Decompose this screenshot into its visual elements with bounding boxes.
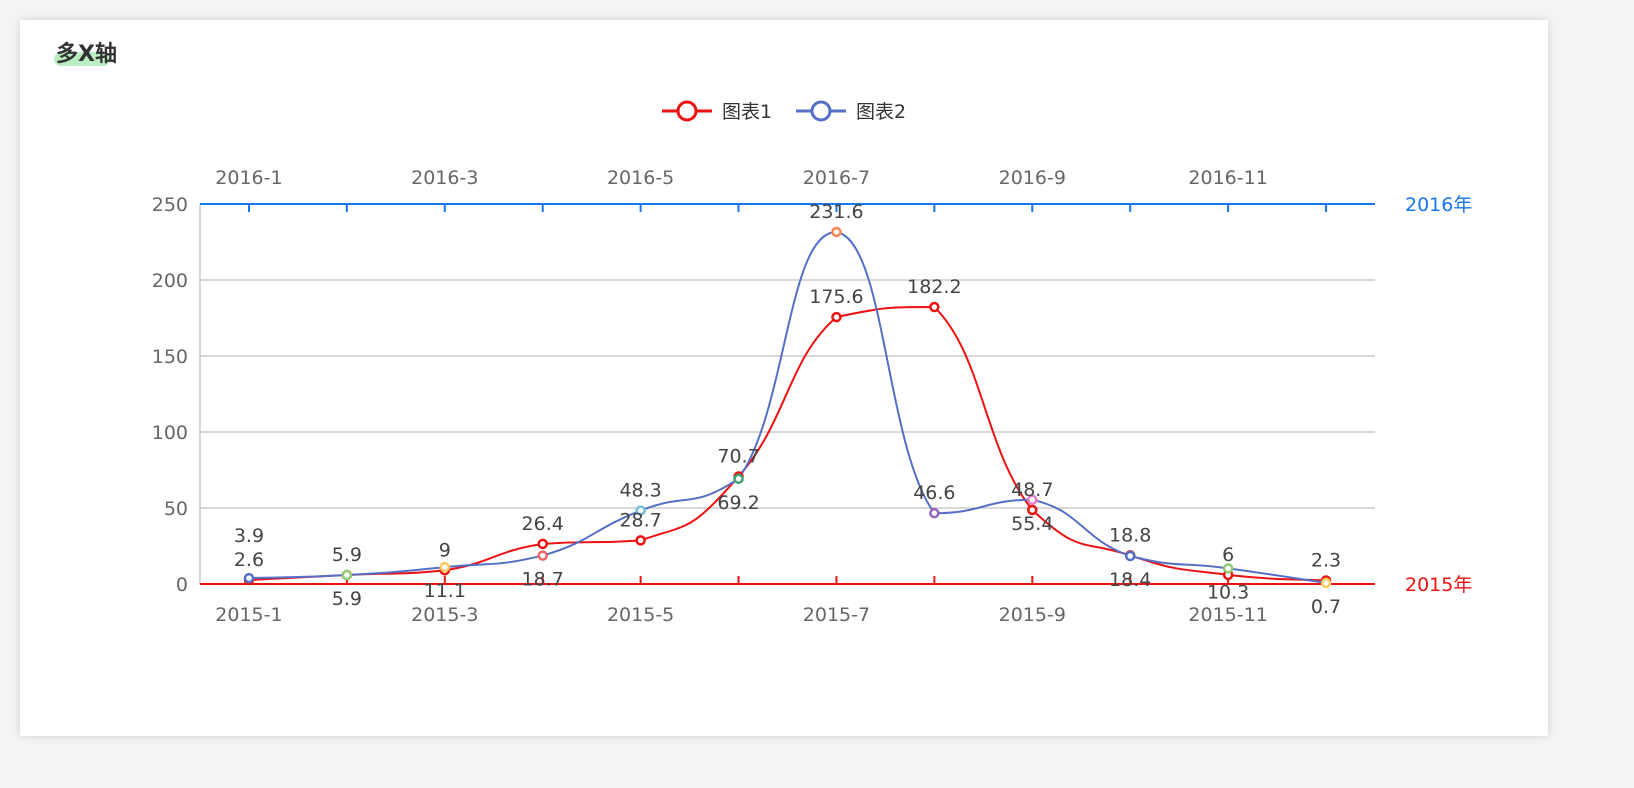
x-tick-label: 2015-7	[803, 604, 870, 626]
data-point	[1027, 504, 1038, 516]
data-point	[733, 473, 744, 485]
data-label: 2.6	[234, 549, 264, 571]
x-tick-label: 2015-9	[999, 604, 1066, 626]
x-tick-label: 2016-1	[215, 167, 282, 189]
data-point	[635, 505, 646, 516]
y-tick-label: 250	[152, 194, 188, 216]
data-label: 175.6	[809, 286, 863, 308]
data-label: 70.7	[717, 446, 759, 468]
data-label: 231.6	[809, 201, 863, 223]
data-label: 28.7	[619, 509, 661, 531]
data-point	[243, 572, 255, 584]
y-tick-label: 0	[176, 574, 188, 596]
data-point	[1320, 577, 1332, 589]
data-label: 55.4	[1011, 513, 1053, 535]
y-tick-label: 100	[152, 422, 188, 444]
data-label: 18.8	[1109, 524, 1151, 546]
data-point	[439, 561, 451, 573]
x-tick-label: 2015-3	[411, 604, 478, 626]
data-label: 182.2	[907, 276, 961, 298]
x-tick-label: 2016-7	[803, 167, 870, 189]
data-point	[1222, 563, 1234, 574]
data-point	[1124, 550, 1136, 562]
data-label: 18.4	[1109, 569, 1151, 591]
data-point	[537, 538, 548, 550]
data-label: 6	[1222, 544, 1234, 566]
x-tick-label: 2015-5	[607, 604, 674, 626]
data-label: 10.3	[1207, 581, 1249, 603]
data-label: 9	[439, 539, 451, 561]
data-point	[635, 535, 646, 546]
x-tick-label: 2016-9	[999, 167, 1066, 189]
title-highlight	[54, 52, 110, 66]
chart-card	[20, 20, 1548, 736]
top-x-axis-name: 2016年	[1405, 194, 1472, 216]
legend-icon	[676, 100, 698, 122]
y-tick-label: 200	[152, 270, 188, 292]
data-label: 5.9	[332, 544, 362, 566]
legend-label: 图表1	[722, 101, 772, 123]
data-label: 11.1	[424, 580, 466, 602]
series-line-1	[248, 306, 1327, 582]
data-label: 5.9	[332, 588, 362, 610]
x-tick-label: 2015-11	[1188, 604, 1267, 626]
data-label: 3.9	[234, 525, 264, 547]
data-label: 48.3	[619, 480, 661, 502]
data-point	[929, 507, 940, 519]
data-label: 18.7	[522, 569, 564, 591]
data-label: 2.3	[1311, 550, 1341, 572]
data-point	[831, 311, 842, 323]
data-point	[537, 550, 548, 561]
bottom-x-axis-name: 2015年	[1405, 574, 1472, 596]
data-label: 0.7	[1311, 596, 1341, 618]
data-point	[1027, 494, 1038, 506]
series-line-2	[248, 230, 1327, 584]
data-label: 69.2	[717, 492, 759, 514]
x-tick-label: 2016-5	[607, 167, 674, 189]
chart-title: 多X轴	[56, 42, 117, 67]
y-tick-label: 50	[164, 498, 188, 520]
legend-label: 图表2	[856, 101, 906, 123]
data-label: 48.7	[1011, 479, 1053, 501]
x-tick-label: 2015-1	[215, 604, 282, 626]
x-tick-label: 2016-3	[411, 167, 478, 189]
data-label: 26.4	[522, 513, 564, 535]
x-tick-label: 2016-11	[1188, 167, 1267, 189]
data-label: 46.6	[913, 482, 955, 504]
data-point	[341, 569, 353, 581]
data-point	[831, 226, 842, 238]
legend-icon	[810, 100, 832, 122]
data-point	[929, 301, 940, 313]
y-tick-label: 150	[152, 346, 188, 368]
